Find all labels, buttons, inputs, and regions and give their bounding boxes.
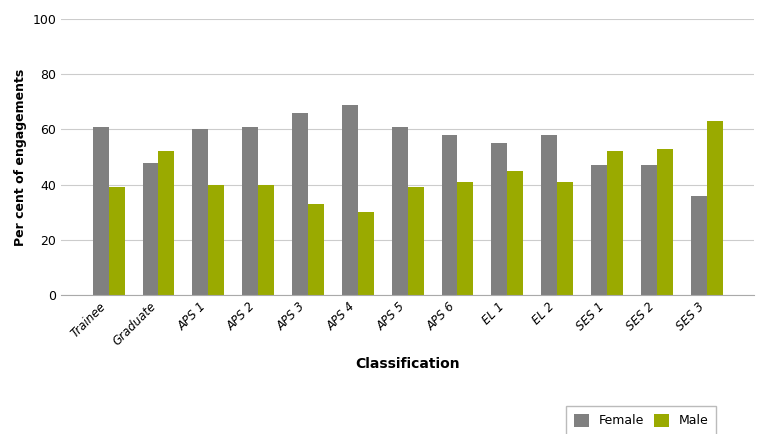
Bar bbox=[591, 165, 607, 295]
Legend: Female, Male: Female, Male bbox=[566, 406, 717, 434]
Bar bbox=[192, 129, 208, 295]
Bar bbox=[143, 162, 158, 295]
Bar bbox=[707, 121, 723, 295]
Bar bbox=[557, 182, 573, 295]
Bar bbox=[492, 143, 508, 295]
Bar bbox=[508, 171, 523, 295]
Bar bbox=[342, 105, 358, 295]
Bar bbox=[541, 135, 557, 295]
Bar bbox=[657, 149, 673, 295]
Bar bbox=[458, 182, 473, 295]
X-axis label: Classification: Classification bbox=[356, 357, 460, 371]
Bar bbox=[108, 187, 124, 295]
Bar bbox=[158, 151, 174, 295]
Bar bbox=[208, 184, 224, 295]
Bar bbox=[607, 151, 623, 295]
Bar bbox=[242, 127, 258, 295]
Y-axis label: Per cent of engagements: Per cent of engagements bbox=[14, 69, 27, 246]
Bar bbox=[690, 196, 707, 295]
Bar bbox=[93, 127, 108, 295]
Bar bbox=[641, 165, 657, 295]
Bar bbox=[442, 135, 458, 295]
Bar bbox=[408, 187, 424, 295]
Bar bbox=[258, 184, 274, 295]
Bar bbox=[308, 204, 324, 295]
Bar bbox=[392, 127, 408, 295]
Bar bbox=[358, 212, 374, 295]
Bar bbox=[292, 113, 308, 295]
